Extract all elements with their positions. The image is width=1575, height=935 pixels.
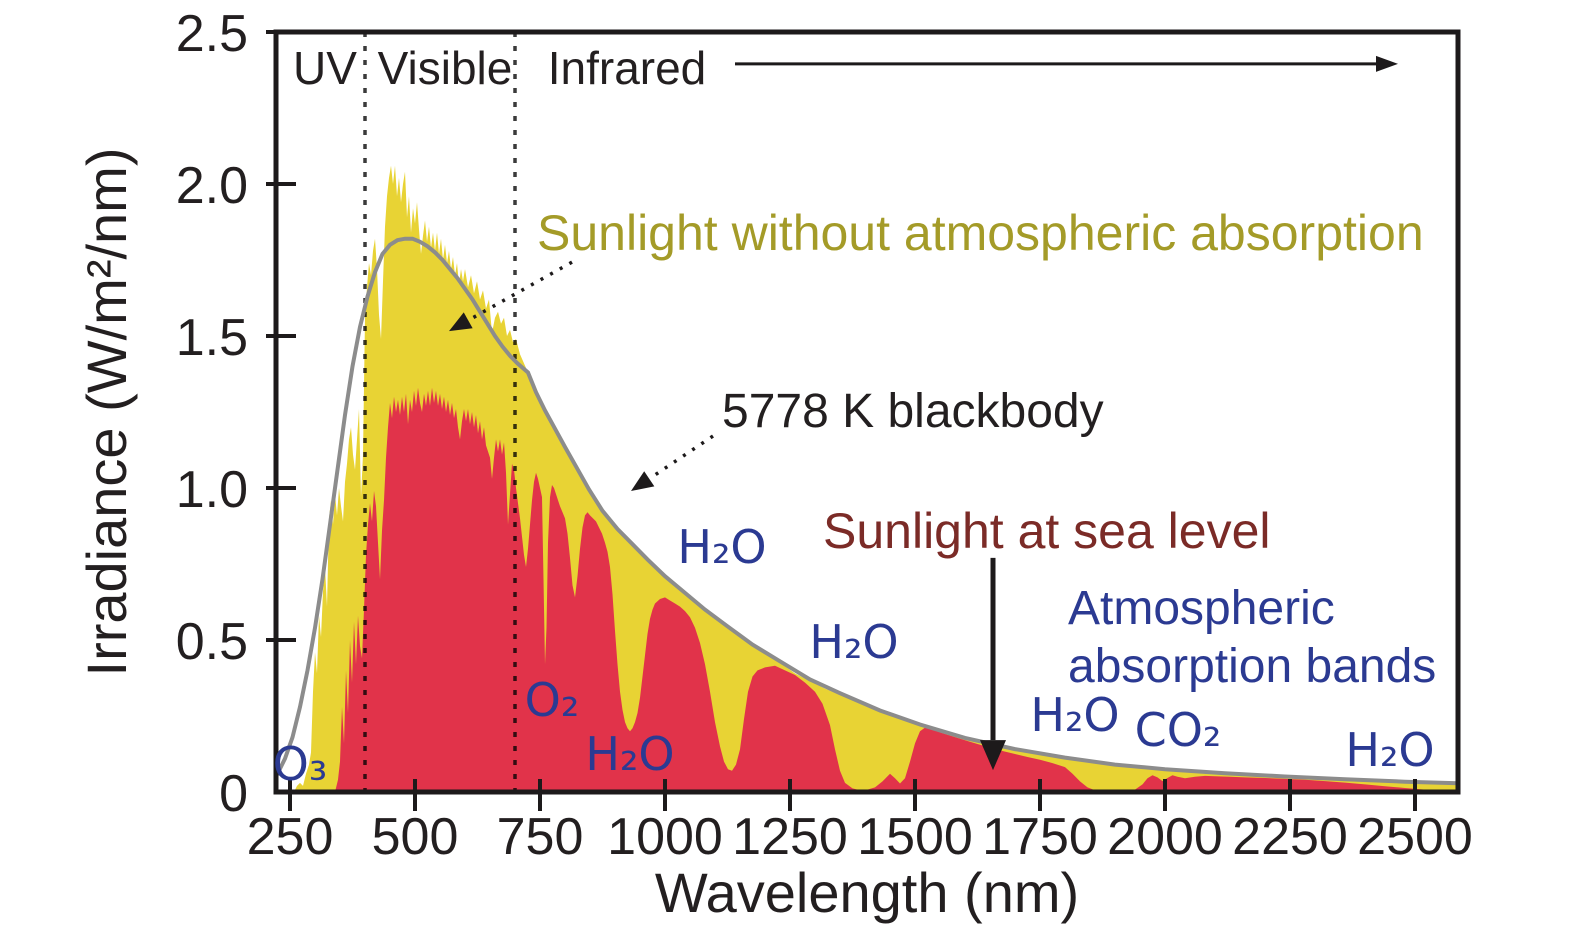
x-tick-label-2000: 2000 [1107,808,1223,866]
arrow-infrared-head [1376,55,1398,72]
label-atmospheric-1: Atmospheric [1068,582,1335,635]
arrow-blackbody-line [648,434,714,481]
y-tick-label-0.5: 0.5 [176,613,248,671]
region-visible-label: Visible [378,42,513,94]
arrow-extraterrestrial-head [449,312,473,332]
x-tick-label-1000: 1000 [607,808,723,866]
y-tick-label-0: 0 [219,765,248,823]
label-h2o-2: H₂O [677,520,766,574]
label-h2o-3: H₂O [809,615,898,669]
y-axis-title: Irradiance (W/m²/nm) [75,148,138,677]
axis-ticks [266,30,1417,811]
y-tick-label-2.5: 2.5 [176,5,248,63]
arrow-sea-level-head [980,740,1006,771]
plot-border [273,29,1461,795]
label-extraterrestrial: Sunlight without atmospheric absorption [537,205,1424,261]
annotation-arrows [449,55,1398,771]
x-tick-label-1250: 1250 [732,808,848,866]
spectral-region-labels: UV Visible Infrared [293,42,706,94]
x-tick-label-750: 750 [497,808,584,866]
x-tick-label-500: 500 [372,808,459,866]
region-infrared-label: Infrared [548,42,707,94]
region-uv-label: UV [293,42,357,94]
label-h2o-4: H₂O [1030,688,1119,742]
x-tick-label-2500: 2500 [1357,808,1473,866]
y-tick-label-1.5: 1.5 [176,309,248,367]
x-axis-title: Wavelength (nm) [655,861,1079,924]
label-blackbody: 5778 K blackbody [722,385,1104,438]
label-h2o-5: H₂O [1345,723,1434,777]
x-tick-label-1500: 1500 [857,808,973,866]
x-tick-label-1750: 1750 [982,808,1098,866]
label-h2o-1: H₂O [585,727,674,781]
x-tick-label-2250: 2250 [1232,808,1348,866]
arrow-blackbody-head [631,471,655,492]
label-o2: O₂ [525,673,580,727]
axis-tick-labels: 250 500 750 1000 1250 1500 1750 2000 2250 2500 0 0.… [176,5,1473,866]
x-tick-label-250: 250 [247,808,334,866]
y-tick-label-1.0: 1.0 [176,461,248,519]
series-sea_level-area [335,387,1458,792]
annotation-labels: Sunlight without atmospheric absorption 5… [273,205,1437,791]
y-tick-label-2.0: 2.0 [176,157,248,215]
arrow-extraterrestrial-line [467,260,573,322]
label-co2: CO₂ [1135,703,1222,757]
spectral-region-boundaries [363,32,517,792]
label-o3: O₃ [273,737,328,791]
label-sea-level: Sunlight at sea level [823,503,1271,559]
blackbody-curve-layer [274,236,1459,786]
series-blackbody-line [274,236,1459,786]
plot-frame [273,29,1461,795]
spectrum-area-fills [294,165,1458,793]
label-atmospheric-2: absorption bands [1068,640,1436,693]
